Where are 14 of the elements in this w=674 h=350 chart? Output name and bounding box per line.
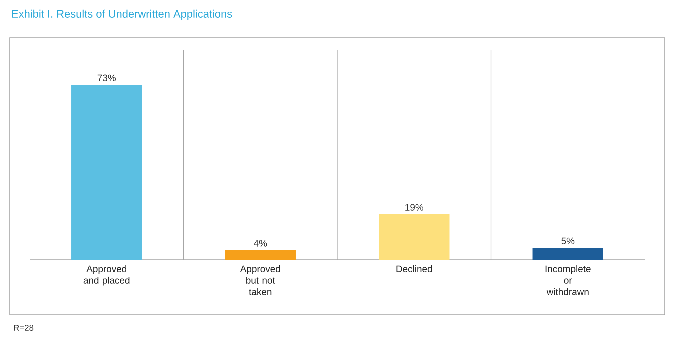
data-label: 73% bbox=[98, 74, 116, 82]
x-tick-label: Approved but not taken bbox=[240, 266, 280, 296]
text: R=28 bbox=[14, 325, 34, 331]
x-tick-label: Declined bbox=[396, 266, 432, 272]
bar bbox=[225, 250, 296, 260]
data-label: 19% bbox=[406, 204, 424, 211]
bar bbox=[532, 248, 604, 260]
x-tick-label: Approved and placed bbox=[84, 266, 130, 286]
chart-title: Exhibit I. Results of Underwritten Applications bbox=[12, 10, 232, 20]
x-tick-label: Incomplete or withdrawn bbox=[546, 266, 591, 296]
data-label: 4% bbox=[254, 240, 268, 247]
bar bbox=[379, 214, 450, 260]
data-label: 5% bbox=[562, 238, 575, 244]
bar bbox=[72, 84, 142, 260]
